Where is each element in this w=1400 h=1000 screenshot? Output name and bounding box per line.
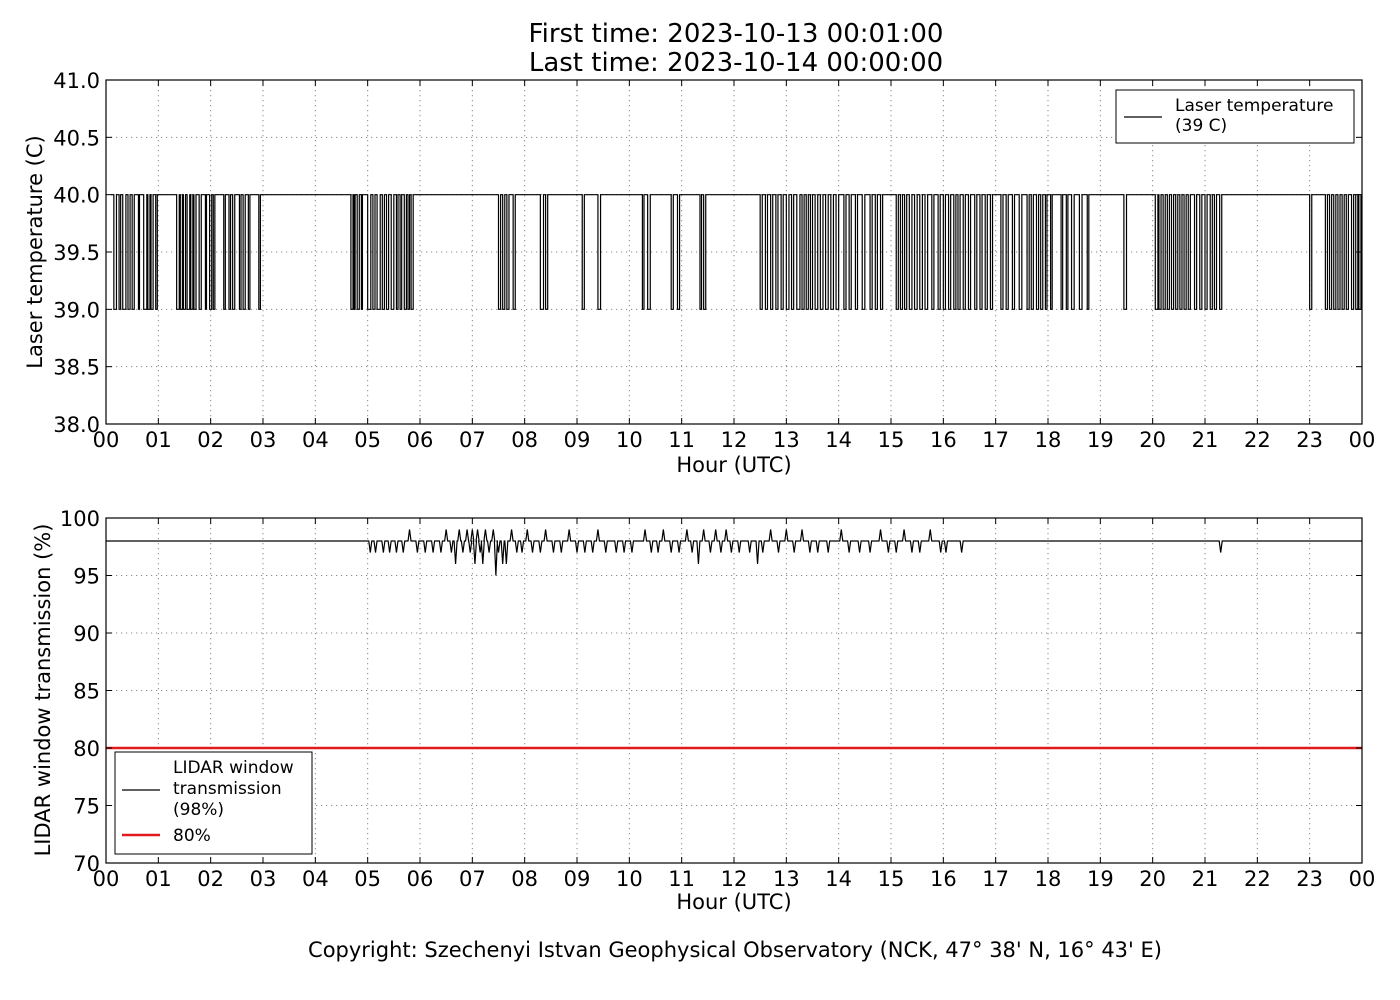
lidar-transmission-x-tick-label: 07 [459,867,486,891]
laser-temperature-x-tick-label: 13 [773,428,800,452]
laser-temperature-legend: Laser temperature (39 C) [1115,89,1355,144]
lidar-transmission-legend: LIDAR window transmission (98%) 80% [114,751,313,855]
chart-title-line-2: Last time: 2023-10-14 00:00:00 [529,48,943,78]
lidar-transmission-x-tick-label: 22 [1244,867,1271,891]
lidar-transmission-x-tick-label: 15 [878,867,905,891]
lidar-transmission-x-tick-label: 08 [511,867,538,891]
laser-temperature-x-tick-label: 12 [721,428,748,452]
laser-temperature-ticks [105,79,1363,425]
lidar-transmission-x-tick-label: 01 [145,867,172,891]
lidar-transmission-x-tick-label: 06 [407,867,434,891]
laser-temperature-x-tick-label: 10 [616,428,643,452]
lidar-transmission-x-tick-label: 00 [93,867,120,891]
lidar-transmission-x-tick-label: 19 [1087,867,1114,891]
threshold-legend-label: 80% [173,826,211,846]
laser-temperature-y-tick-label: 38.5 [53,356,100,380]
laser-temperature-x-tick-label: 18 [1035,428,1062,452]
laser-temperature-y-tick-label: 40.0 [53,184,100,208]
laser-temperature-panel: 38.038.539.039.540.040.541.0 00 01 02 03 04 0… [23,69,1375,477]
laser-temperature-x-tick-label: 21 [1192,428,1219,452]
laser-temperature-x-tick-label: 07 [459,428,486,452]
laser-temperature-y-tick-label: 40.5 [53,126,100,150]
laser-temperature-legend-label: Laser temperature (39 C) [1175,96,1333,136]
laser-temperature-y-tick-label: 39.0 [53,298,100,322]
laser-temperature-x-tick-label: 11 [668,428,695,452]
laser-temperature-y-tick-labels: 38.0 38.5 39.0 39.5 40.0 40.5 41.0 [53,69,100,437]
lidar-transmission-y-tick-label: 80 [73,737,100,761]
lidar-transmission-line [106,529,1362,576]
lidar-transmission-x-tick-label: 21 [1192,867,1219,891]
laser-temperature-x-tick-label: 17 [982,428,1009,452]
lidar-transmission-y-tick-label: 100 [60,507,100,531]
laser-temperature-x-tick-label: 22 [1244,428,1271,452]
laser-temperature-x-tick-label: 00 [1349,428,1376,452]
lidar-transmission-y-tick-label: 70 [73,852,100,876]
laser-temperature-x-tick-label: 19 [1087,428,1114,452]
laser-temperature-x-tick-label: 06 [407,428,434,452]
laser-temperature-y-tick-label: 41.0 [53,69,100,93]
laser-temperature-x-tick-label: 15 [878,428,905,452]
lidar-transmission-ticks [105,517,1363,864]
lidar-transmission-y-tick-label: 95 [73,565,100,589]
chart-title-line-1: First time: 2023-10-13 00:01:00 [529,19,944,49]
laser-temperature-x-axis-label: Hour (UTC) [676,453,791,477]
laser-temperature-y-tick-label: 39.5 [53,241,100,265]
laser-temperature-x-tick-labels: 00 01 02 03 04 05 06 07 08 09 10 11 12 13 14 15 16 17 18 19… [93,428,1376,452]
lidar-transmission-x-tick-label: 05 [354,867,381,891]
lidar-transmission-x-tick-label: 04 [302,867,329,891]
laser-temperature-line [111,194,1362,310]
laser-temperature-x-tick-label: 02 [197,428,224,452]
lidar-transmission-x-axis-label: Hour (UTC) [676,890,791,914]
lidar-transmission-x-tick-label: 11 [668,867,695,891]
lidar-transmission-y-tick-labels: 70 75 80 85 90 95 100 [60,507,100,876]
lidar-transmission-panel: 70 75 80 85 90 95 100 00 01 02 03 04 05 06 07 08 09 10 11… [31,507,1375,914]
laser-temperature-x-tick-label: 20 [1139,428,1166,452]
lidar-transmission-legend-label: LIDAR window transmission (98%) [173,758,294,820]
laser-temperature-x-tick-label: 03 [250,428,277,452]
laser-temperature-x-tick-label: 08 [511,428,538,452]
laser-temperature-y-axis-label: Laser temperature (C) [23,135,47,368]
laser-temperature-x-tick-label: 23 [1296,428,1323,452]
lidar-transmission-x-tick-label: 17 [982,867,1009,891]
lidar-transmission-y-axis-label: LIDAR window transmission (%) [31,524,55,857]
copyright-notice: Copyright: Szechenyi Istvan Geophysical … [308,938,1162,962]
laser-temperature-x-tick-label: 00 [93,428,120,452]
lidar-transmission-x-tick-label: 18 [1035,867,1062,891]
lidar-transmission-legend-box [114,751,313,855]
lidar-transmission-y-tick-label: 85 [73,680,100,704]
laser-temperature-x-tick-label: 14 [825,428,852,452]
laser-temperature-x-tick-label: 05 [354,428,381,452]
lidar-transmission-x-tick-label: 12 [721,867,748,891]
lidar-transmission-x-tick-label: 02 [197,867,224,891]
laser-temperature-x-tick-label: 16 [930,428,957,452]
laser-temperature-y-tick-label: 38.0 [53,413,100,437]
lidar-transmission-x-tick-label: 09 [564,867,591,891]
lidar-transmission-x-tick-label: 23 [1296,867,1323,891]
laser-temperature-x-tick-label: 04 [302,428,329,452]
lidar-transmission-x-tick-labels: 00 01 02 03 04 05 06 07 08 09 10 11 12 13 14 15 16 17 18 19… [93,867,1376,891]
lidar-transmission-x-tick-label: 10 [616,867,643,891]
lidar-transmission-x-tick-label: 14 [825,867,852,891]
lidar-transmission-y-tick-label: 75 [73,795,100,819]
laser-temperature-x-tick-label: 01 [145,428,172,452]
laser-temperature-x-tick-label: 09 [564,428,591,452]
lidar-transmission-x-tick-label: 00 [1349,867,1376,891]
lidar-transmission-x-tick-label: 13 [773,867,800,891]
lidar-transmission-x-tick-label: 03 [250,867,277,891]
lidar-transmission-x-tick-label: 16 [930,867,957,891]
lidar-transmission-y-tick-label: 90 [73,622,100,646]
lidar-transmission-x-tick-label: 20 [1139,867,1166,891]
